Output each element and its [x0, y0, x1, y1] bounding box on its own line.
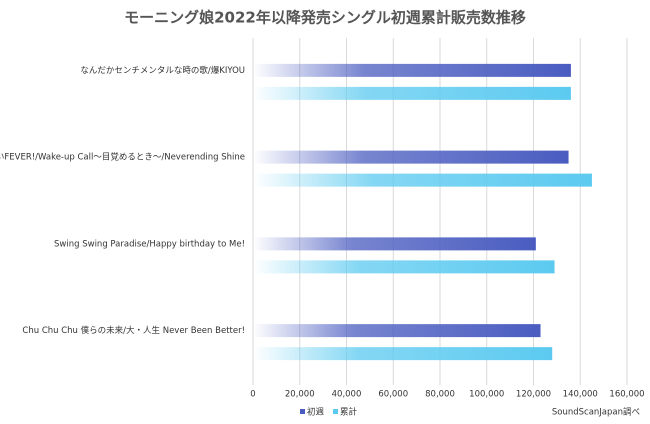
bar	[253, 86, 571, 100]
y-tick-label: Chu Chu Chu 僕らの未来/大・人生 Never Been Better…	[22, 325, 245, 336]
bar	[253, 260, 555, 274]
bar	[253, 324, 541, 338]
bar	[253, 173, 592, 187]
legend-label: 累計	[340, 407, 358, 418]
x-tick-label: 60,000	[378, 390, 408, 400]
x-tick-label: 100,000	[469, 390, 504, 400]
x-tick-label: 80,000	[425, 390, 455, 400]
bar	[253, 347, 553, 361]
y-tick-label: すっごいFEVER!/Wake-up Call〜目覚めるとき〜/Neverend…	[0, 152, 245, 163]
legend-label: 初週	[307, 407, 325, 418]
x-tick-label: 20,000	[285, 390, 315, 400]
bar	[253, 150, 569, 164]
y-tick-label: Swing Swing Paradise/Happy birthday to M…	[54, 239, 245, 249]
y-tick-label: なんだかセンチメンタルな時の歌/爆KIYOU	[80, 65, 245, 76]
chart-title: モーニング娘2022年以降発売シングル初週累計販売数推移	[124, 9, 526, 27]
bar	[253, 237, 536, 251]
x-tick-label: 140,000	[563, 390, 598, 400]
legend-swatch	[333, 409, 338, 414]
bar	[253, 63, 571, 77]
x-tick-label: 120,000	[516, 390, 551, 400]
source-note: SoundScanJapan調べ	[552, 407, 640, 418]
x-tick-label: 0	[250, 390, 255, 400]
x-tick-label: 160,000	[609, 390, 644, 400]
legend-swatch	[300, 409, 305, 414]
x-tick-label: 40,000	[332, 390, 362, 400]
